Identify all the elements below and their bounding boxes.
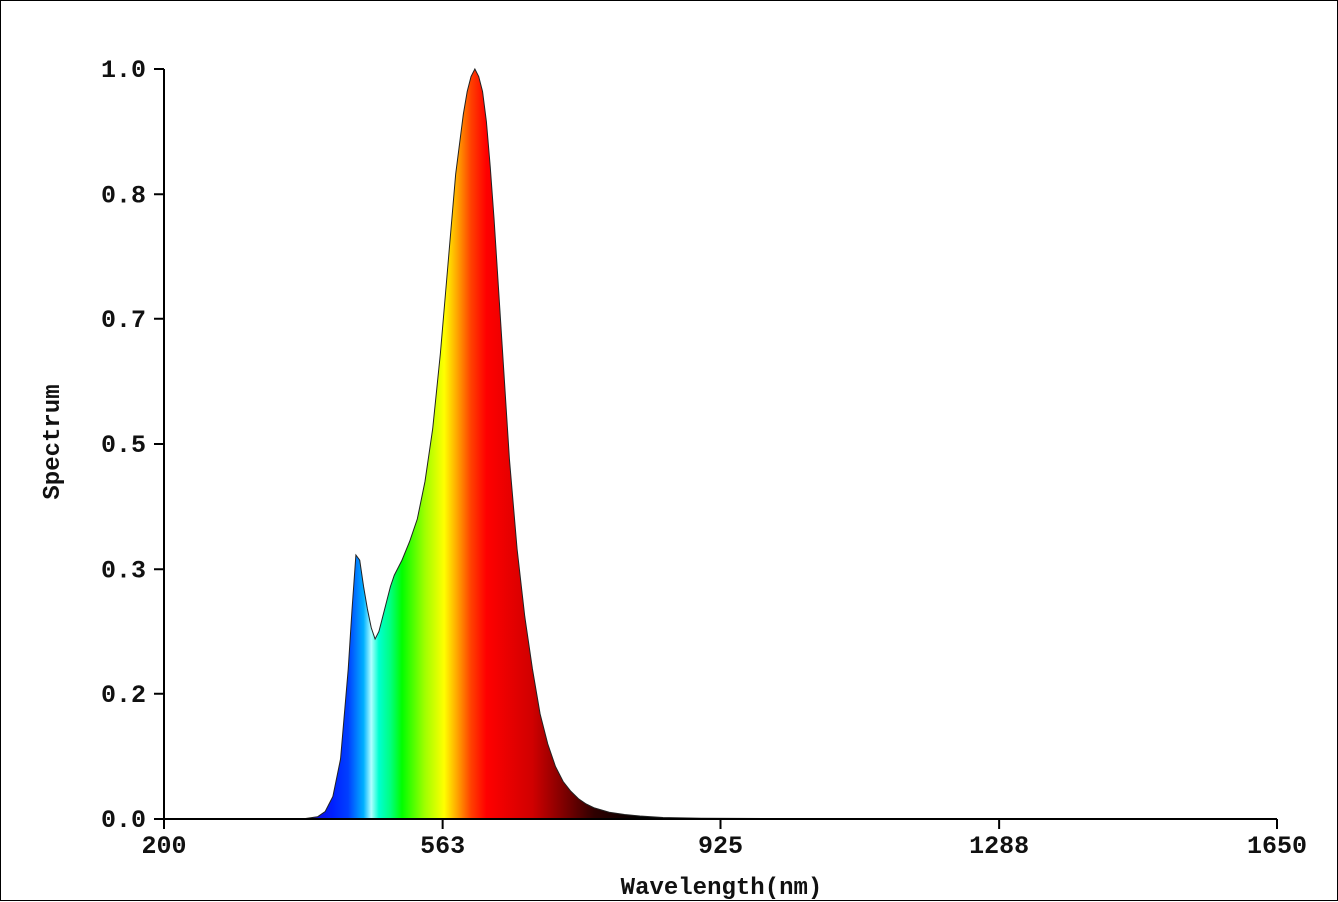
x-tick-label: 925 bbox=[698, 832, 743, 861]
y-tick-label: 0.2 bbox=[101, 681, 146, 710]
axes bbox=[154, 68, 1278, 829]
y-tick-label: 0.3 bbox=[101, 556, 146, 585]
axis-labels: 0.0 0.2 0.3 0.5 0.7 0.8 1.0 200 563 925 1288 1650 Wa… bbox=[40, 56, 1307, 902]
spectrum-area bbox=[164, 69, 1277, 819]
x-axis-title: Wavelength(nm) bbox=[621, 875, 823, 902]
x-tick-label: 1288 bbox=[969, 832, 1029, 861]
x-tick-label: 563 bbox=[420, 832, 465, 861]
y-tick-label: 1.0 bbox=[101, 56, 146, 85]
spectrum-line bbox=[164, 67, 1277, 820]
y-tick-label: 0.8 bbox=[101, 181, 146, 210]
y-axis-title: Spectrum bbox=[40, 384, 67, 499]
y-tick-label: 0.5 bbox=[101, 431, 146, 460]
y-tick-label: 0.0 bbox=[101, 806, 146, 835]
plot-area bbox=[164, 67, 1277, 820]
x-tick-label: 200 bbox=[141, 832, 186, 861]
x-tick-label: 1650 bbox=[1247, 832, 1307, 861]
y-tick-label: 0.7 bbox=[101, 306, 146, 335]
